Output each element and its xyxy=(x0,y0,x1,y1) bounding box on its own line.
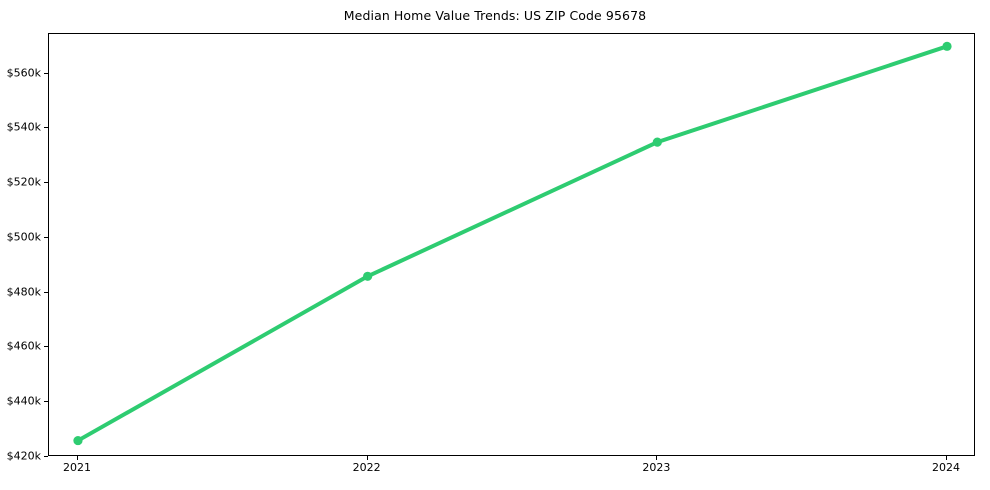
data-series-line xyxy=(75,44,950,443)
x-axis-tick-mark xyxy=(946,456,948,460)
y-axis-tick-label: $420k xyxy=(6,449,41,463)
y-axis-tick-mark xyxy=(44,236,48,238)
y-axis-tick-mark xyxy=(44,291,48,293)
x-axis-tick-mark xyxy=(366,456,368,460)
y-axis-tick-mark xyxy=(44,182,48,184)
data-point-marker xyxy=(652,137,662,147)
y-axis-tick-mark xyxy=(44,346,48,348)
y-axis-tick-label: $540k xyxy=(6,120,41,134)
y-axis-tick-label: $440k xyxy=(6,394,41,408)
y-axis-tick-label: $560k xyxy=(6,66,41,80)
data-series-markers xyxy=(73,41,952,446)
x-axis-tick-label: 2024 xyxy=(932,461,961,474)
y-axis-tick-label: $460k xyxy=(6,339,41,353)
chart-title: Median Home Value Trends: US ZIP Code 95… xyxy=(343,8,647,23)
data-point-marker xyxy=(73,435,83,446)
data-point-marker xyxy=(942,41,952,51)
y-axis-tick-labels: $420k $440k $460k $480k $500k $520k $540k $560k xyxy=(0,0,41,490)
y-axis-tick-label: $520k xyxy=(6,175,41,189)
x-axis-tick-label: 2022 xyxy=(352,461,381,474)
y-axis-tick-label: $500k xyxy=(6,230,41,244)
plot-area xyxy=(48,33,975,456)
line-chart-svg xyxy=(73,41,952,446)
x-axis-tick-mark xyxy=(76,456,78,460)
x-axis-tick-label: 2023 xyxy=(642,461,671,474)
y-axis-tick-label: $480k xyxy=(6,285,41,299)
y-axis-tick-mark xyxy=(44,401,48,403)
y-axis-tick-mark xyxy=(44,456,48,457)
x-axis-tick-label: 2021 xyxy=(62,461,91,474)
y-axis-tick-mark xyxy=(44,127,48,129)
y-axis-tick-mark xyxy=(44,72,48,74)
x-axis-tick-mark xyxy=(656,456,658,460)
data-point-marker xyxy=(363,271,373,281)
